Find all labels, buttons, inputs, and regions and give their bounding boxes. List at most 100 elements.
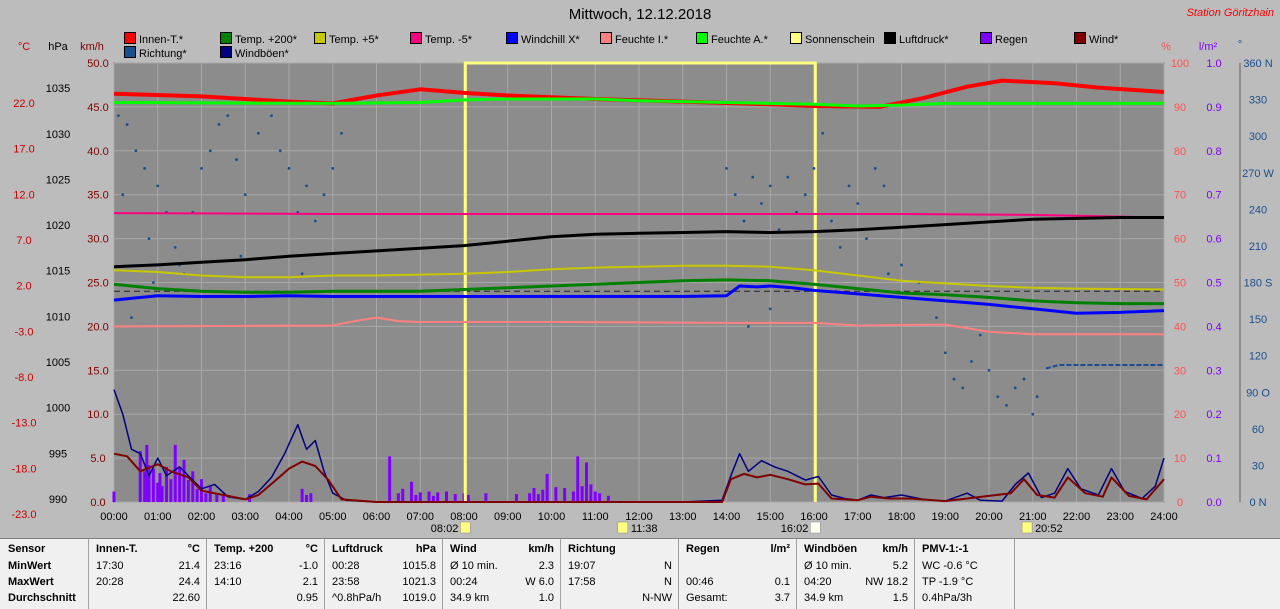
time-axis-tick: 06:00 — [363, 511, 391, 523]
direction-dot — [865, 237, 868, 241]
direction-dot — [830, 219, 833, 223]
direction-dot — [873, 166, 877, 170]
rain-bar — [571, 491, 575, 502]
rain-bar — [466, 494, 470, 502]
sun-event-label: 08:02 — [431, 523, 459, 535]
direction-dot — [847, 184, 851, 188]
legend-label: Richtung* — [139, 48, 187, 60]
rain-bar — [145, 444, 149, 502]
series-line — [113, 97, 1164, 108]
percent-axis-tick: 50 — [1174, 278, 1186, 290]
stats-time: 14:10 — [214, 576, 242, 588]
rain-bar — [396, 493, 400, 502]
series-line — [113, 452, 1165, 503]
pressure-axis-tick: 1030 — [46, 129, 70, 141]
stats-time: WC -0.6 °C — [922, 560, 978, 572]
direction-dot — [856, 202, 860, 205]
time-axis-tick: 20:00 — [975, 511, 1003, 523]
stats-time: ^0.8hPa/h — [332, 592, 382, 604]
direction-dot — [786, 175, 790, 179]
direction-axis-tick: 90 O — [1246, 387, 1270, 399]
stats-header: Temp. +200 — [214, 543, 274, 555]
direction-dot — [243, 193, 247, 197]
rain-bar — [305, 494, 308, 502]
rain-bar — [414, 494, 418, 502]
stats-time: 20:28 — [96, 576, 124, 588]
statistics-table: Sensor MinWert MaxWert Durchschnitt Innen-T.… — [0, 538, 1280, 609]
legend-swatch — [1074, 32, 1086, 44]
rain-bar — [453, 494, 457, 502]
time-axis-tick: 04:00 — [275, 511, 303, 523]
legend-label: Windböen* — [235, 48, 289, 60]
time-axis-tick: 01:00 — [144, 511, 172, 523]
stats-time: Gesamt: — [686, 592, 728, 604]
stats-unit: km/h — [882, 543, 908, 555]
stats-value: 2.3 — [538, 560, 554, 572]
pressure-axis-tick: 1015 — [46, 266, 70, 278]
stats-column: Regen l/m² 00:46 0.1 Gesamt: 3.7 — [678, 539, 797, 609]
rain-bar — [593, 491, 597, 502]
speed-axis-tick: 0.0 — [90, 497, 105, 509]
direction-dot — [278, 149, 282, 153]
stats-value: 1.0 — [538, 592, 554, 604]
stats-value: N-NW — [642, 592, 672, 604]
rain-bar — [598, 493, 602, 502]
stats-value: W 6.0 — [525, 576, 554, 588]
direction-dot — [795, 210, 798, 214]
legend-label: Feuchte I.* — [615, 34, 669, 46]
axis-unit-temp: °C — [18, 41, 30, 53]
sun-event-icon — [460, 521, 471, 534]
percent-axis-tick: 0 — [1177, 497, 1183, 509]
stats-column: Temp. +200 °C 23:16 -1.0 14:10 2.1 0.95 — [206, 539, 325, 609]
percent-axis-tick: 100 — [1171, 58, 1189, 70]
time-axis-tick: 15:00 — [756, 511, 784, 523]
legend-item: Feuchte A.* — [696, 32, 768, 46]
direction-axis-tick: 360 N — [1243, 58, 1272, 70]
stats-time: 00:46 — [686, 576, 714, 588]
time-axis-tick: 02:00 — [188, 511, 216, 523]
legend-label: Temp. -5* — [425, 34, 473, 46]
rain-bar — [606, 495, 610, 502]
legend-swatch — [124, 46, 136, 58]
direction-axis-tick: 300 — [1249, 131, 1267, 143]
stats-time: 23:58 — [332, 576, 360, 588]
rain-bar — [138, 451, 142, 502]
stats-unit: °C — [187, 543, 200, 555]
stats-unit: km/h — [528, 543, 554, 555]
rain-bar — [528, 493, 532, 502]
stats-time: 17:30 — [96, 560, 124, 572]
time-axis-tick: 10:00 — [538, 511, 566, 523]
stats-row-label: Durchschnitt — [8, 592, 76, 604]
stats-value: N — [664, 560, 672, 572]
rain-axis-tick: 0.9 — [1206, 102, 1221, 114]
stats-time: 17:58 — [568, 576, 596, 588]
rain-bar — [195, 488, 199, 502]
direction-dot — [313, 219, 317, 223]
time-axis-tick: 00:00 — [100, 511, 128, 523]
stats-time: 34.9 km — [450, 592, 490, 604]
direction-dot — [217, 123, 221, 126]
percent-axis-tick: 20 — [1174, 409, 1186, 421]
rain-bar — [165, 466, 168, 502]
pressure-axis-tick: 1020 — [46, 220, 70, 232]
stats-value: 21.4 — [178, 560, 200, 572]
legend-item: Temp. +5* — [314, 32, 379, 46]
direction-dot — [725, 166, 728, 170]
stats-value: 5.2 — [892, 560, 908, 572]
direction-dot — [987, 368, 991, 372]
direction-dot — [200, 166, 203, 170]
legend-item: Temp. +200* — [220, 32, 297, 46]
sun-event-icon — [810, 521, 821, 534]
legend-item: Feuchte I.* — [600, 32, 668, 46]
rain-bar — [427, 491, 431, 502]
legend-label: Sonnenschein — [805, 34, 875, 46]
time-axis-tick: 22:00 — [1063, 511, 1091, 523]
direction-axis-tick: 0 N — [1249, 497, 1266, 509]
time-axis-tick: 05:00 — [319, 511, 347, 523]
speed-axis-tick: 10.0 — [87, 409, 108, 421]
series-line — [113, 389, 1165, 503]
rain-bar — [563, 487, 567, 502]
stats-column: Richtung 19:07 N 17:58 N N-NW — [560, 539, 679, 609]
direction-dot — [1013, 386, 1017, 390]
pressure-axis-tick: 1025 — [46, 174, 70, 186]
